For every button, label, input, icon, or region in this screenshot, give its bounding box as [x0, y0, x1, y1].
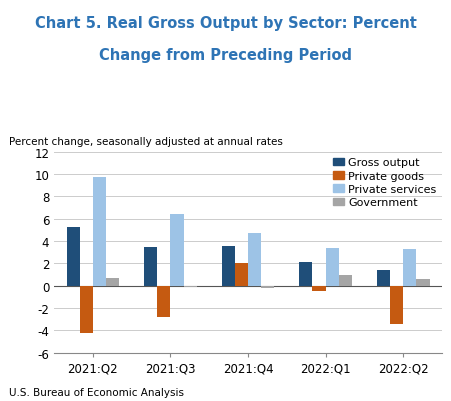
Bar	[106, 278, 119, 286]
Bar	[80, 286, 93, 333]
Bar	[67, 227, 80, 286]
Text: Percent change, seasonally adjusted at annual rates: Percent change, seasonally adjusted at a…	[9, 136, 283, 146]
Legend: Gross output, Private goods, Private services, Government: Gross output, Private goods, Private ser…	[333, 158, 437, 208]
Bar	[93, 178, 106, 286]
Bar	[144, 247, 157, 286]
Bar	[416, 279, 429, 286]
Bar	[403, 249, 416, 286]
Bar	[326, 248, 339, 286]
Bar	[157, 286, 170, 317]
Bar	[222, 246, 235, 286]
Bar	[390, 286, 403, 324]
Bar	[261, 286, 274, 288]
Bar	[299, 263, 313, 286]
Bar	[235, 264, 248, 286]
Bar	[377, 270, 390, 286]
Bar	[184, 286, 197, 288]
Text: Change from Preceding Period: Change from Preceding Period	[99, 48, 352, 63]
Text: U.S. Bureau of Economic Analysis: U.S. Bureau of Economic Analysis	[9, 387, 184, 397]
Bar	[313, 286, 326, 292]
Bar	[170, 215, 184, 286]
Bar	[339, 275, 352, 286]
Text: Chart 5. Real Gross Output by Sector: Percent: Chart 5. Real Gross Output by Sector: Pe…	[35, 16, 416, 31]
Bar	[248, 234, 261, 286]
